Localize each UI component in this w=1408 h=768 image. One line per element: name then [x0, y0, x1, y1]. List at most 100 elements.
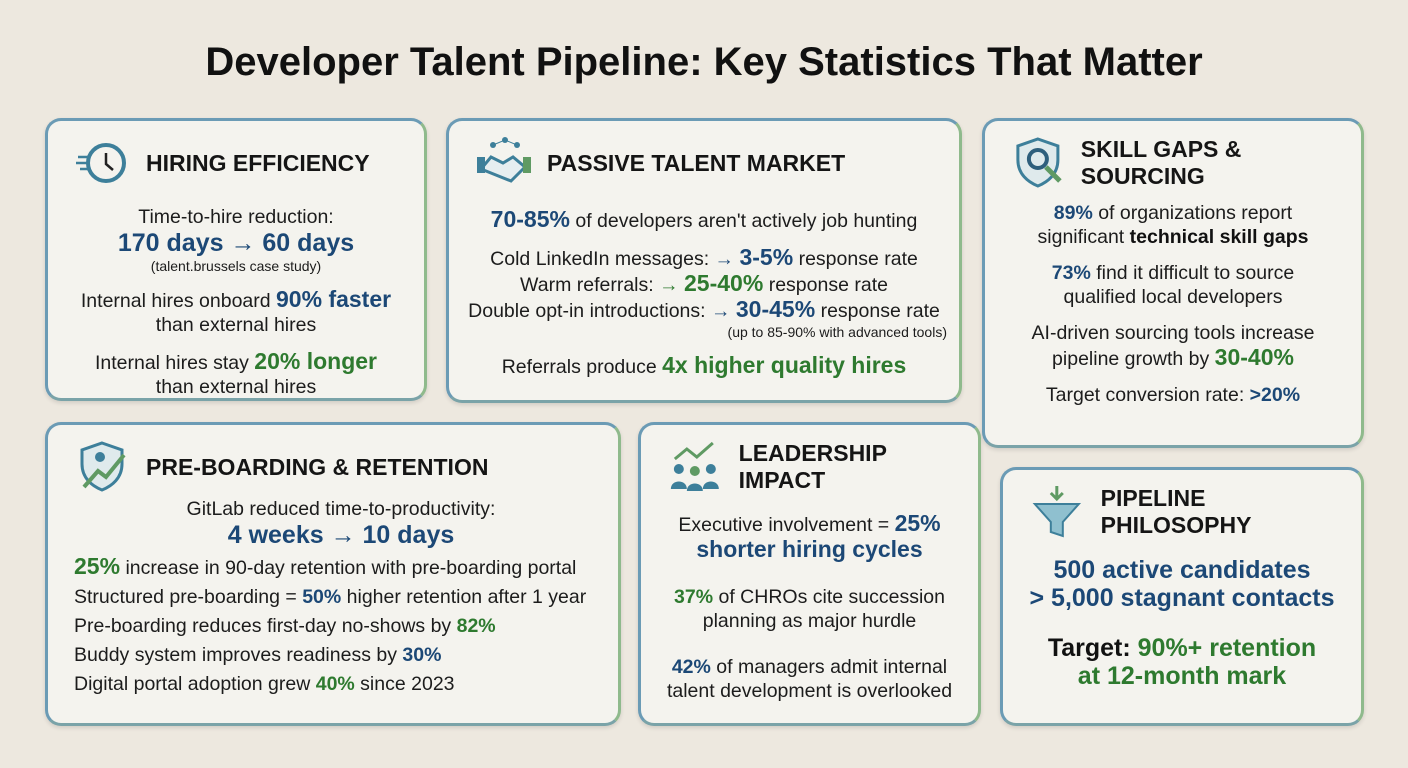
- stat-text: than external hires: [155, 376, 317, 398]
- stat-line: 4 weeks → 10 days: [74, 521, 608, 549]
- card-title: SKILL GAPS & SOURCING: [1080, 136, 1242, 189]
- stat-line: Pre-boarding reduces first-day no-shows …: [74, 614, 608, 638]
- stat-text: significant: [1037, 226, 1130, 248]
- stat-text: find it difficult to source: [1090, 262, 1295, 284]
- stat-text: AI-driven sourcing tools increase: [1031, 322, 1315, 344]
- card-header: PRE-BOARDING & RETENTION: [72, 439, 488, 495]
- highlight-value: 500 active candidates: [1053, 556, 1311, 584]
- highlight-value: 4 weeks → 10 days: [227, 521, 455, 549]
- stat-line: qualified local developers: [995, 285, 1351, 309]
- card-leadership-impact: LEADERSHIP IMPACT Executive involvement =…: [638, 422, 981, 726]
- stat-line: Buddy system improves readiness by 30%: [74, 643, 608, 667]
- card-header: PIPELINE PHILOSOPHY: [1027, 484, 1361, 540]
- card-title: PIPELINE PHILOSOPHY: [1100, 485, 1252, 538]
- highlight-value: 170 days → 60 days: [117, 229, 355, 257]
- highlight-value: shorter hiring cycles: [696, 536, 923, 562]
- card-title: HIRING EFFICIENCY: [146, 149, 370, 176]
- team-growth-icon: [670, 441, 719, 491]
- highlight-value: 30-40%: [1214, 344, 1294, 370]
- stat-text: Internal hires stay: [94, 352, 255, 374]
- card-pipeline-philosophy: PIPELINE PHILOSOPHY 500 active candidates…: [1000, 467, 1364, 726]
- card-header: LEADERSHIP IMPACT: [665, 439, 978, 495]
- highlight-value: 25%: [74, 553, 121, 579]
- stat-line: Internal hires onboard 90% faster: [58, 287, 414, 313]
- stat-text: since 2023: [354, 673, 455, 695]
- stat-text: Internal hires onboard: [80, 290, 277, 312]
- stat-text: Cold LinkedIn messages:: [490, 248, 715, 270]
- stat-text: (talent.brussels case study): [150, 258, 322, 274]
- stat-text: Double opt-in introductions:: [468, 300, 711, 322]
- stat-line: Executive involvement = 25%: [651, 511, 968, 537]
- card-body: Executive involvement = 25% shorter hirin…: [651, 511, 968, 703]
- highlight-value: 82%: [456, 615, 496, 637]
- stat-text: Warm referrals:: [520, 274, 660, 296]
- stat-text: of organizations report: [1092, 202, 1293, 224]
- stat-text: Buddy system improves readiness by: [74, 644, 403, 666]
- highlight-value: 40%: [315, 673, 355, 695]
- highlight-value: technical skill gaps: [1129, 226, 1309, 248]
- stat-line: Time-to-hire reduction:: [58, 205, 414, 229]
- highlight-value: 25%: [894, 510, 941, 536]
- stat-text: than external hires: [155, 314, 317, 336]
- stat-line: 42% of managers admit internal: [651, 655, 968, 679]
- card-body: Time-to-hire reduction: 170 days → 60 day…: [58, 205, 414, 399]
- card-header: PASSIVE TALENT MARKET: [473, 135, 845, 191]
- card-header: SKILL GAPS & SOURCING: [1009, 135, 1361, 191]
- highlight-value: at 12-month mark: [1077, 662, 1287, 690]
- title-rest: Key Statistics That Matter: [702, 40, 1203, 84]
- handshake-network-icon: [477, 137, 531, 183]
- highlight-value: 4x higher quality hires: [662, 352, 907, 378]
- stat-line: planning as major hurdle: [651, 609, 968, 633]
- stat-line: Internal hires stay 20% longer: [58, 349, 414, 375]
- stat-line: GitLab reduced time-to-productivity:: [74, 497, 608, 521]
- stat-line: Target conversion rate: >20%: [995, 383, 1351, 407]
- highlight-value: 70-85%: [490, 206, 570, 232]
- stat-line: Cold LinkedIn messages: → 3-5% response …: [459, 245, 949, 271]
- highlight-value: 90% faster: [276, 286, 392, 312]
- highlight-value: →: [714, 248, 740, 270]
- stat-text: (up to 85-90% with advanced tools): [727, 324, 947, 340]
- stat-line: than external hires: [58, 313, 414, 337]
- stat-line: Digital portal adoption grew 40% since 2…: [74, 672, 608, 696]
- stat-line: 500 active candidates: [1013, 556, 1351, 584]
- card-body: 70-85% of developers aren't actively job…: [459, 207, 949, 379]
- stat-line: > 5,000 stagnant contacts: [1013, 584, 1351, 612]
- highlight-value: →: [659, 274, 685, 296]
- stat-text: qualified local developers: [1063, 286, 1283, 308]
- stat-line: Referrals produce 4x higher quality hire…: [459, 353, 949, 379]
- stat-line: 73% find it difficult to source: [995, 261, 1351, 285]
- shield-gear-search-icon: [1016, 137, 1062, 188]
- stat-text: of CHROs cite succession: [713, 586, 945, 608]
- stat-text: Target conversion rate:: [1045, 384, 1250, 406]
- stat-text: Digital portal adoption grew: [74, 673, 316, 695]
- highlight-value: 73%: [1051, 262, 1091, 284]
- stat-line: than external hires: [58, 375, 414, 399]
- card-title: LEADERSHIP IMPACT: [738, 440, 887, 493]
- card-title: PASSIVE TALENT MARKET: [547, 149, 846, 176]
- stat-line: AI-driven sourcing tools increase: [995, 321, 1351, 345]
- card-pre-boarding-retention: PRE-BOARDING & RETENTION GitLab reduced t…: [45, 422, 621, 726]
- stat-text: planning as major hurdle: [702, 610, 917, 632]
- highlight-value: 89%: [1053, 202, 1093, 224]
- card-body: 500 active candidates > 5,000 stagnant co…: [1013, 556, 1351, 690]
- stat-line: shorter hiring cycles: [651, 537, 968, 563]
- highlight-value: 3-5%: [739, 244, 794, 270]
- stat-line: talent development is overlooked: [651, 679, 968, 703]
- stat-line: 170 days → 60 days: [58, 229, 414, 257]
- stat-text: of managers admit internal: [710, 656, 948, 678]
- stat-text: Structured pre-boarding =: [74, 586, 303, 608]
- stat-text: higher retention after 1 year: [341, 586, 587, 608]
- highlight-value: 50%: [302, 586, 342, 608]
- stat-text: response rate: [815, 300, 940, 322]
- stat-line: 25% increase in 90-day retention with pr…: [74, 554, 608, 580]
- card-skill-gaps-sourcing: SKILL GAPS & SOURCING 89% of organization…: [982, 118, 1364, 448]
- stat-text: GitLab reduced time-to-productivity:: [186, 498, 496, 520]
- card-header: HIRING EFFICIENCY: [72, 135, 370, 191]
- highlight-value: 90%+ retention: [1137, 634, 1317, 662]
- card-body: 89% of organizations report significant t…: [995, 201, 1351, 407]
- stat-text: increase in 90-day retention with pre-bo…: [120, 557, 577, 579]
- stat-text: of developers aren't actively job huntin…: [569, 210, 918, 232]
- stat-line: pipeline growth by 30-40%: [995, 345, 1351, 371]
- highlight-value: 42%: [671, 656, 711, 678]
- card-passive-talent-market: PASSIVE TALENT MARKET 70-85% of developer…: [446, 118, 962, 403]
